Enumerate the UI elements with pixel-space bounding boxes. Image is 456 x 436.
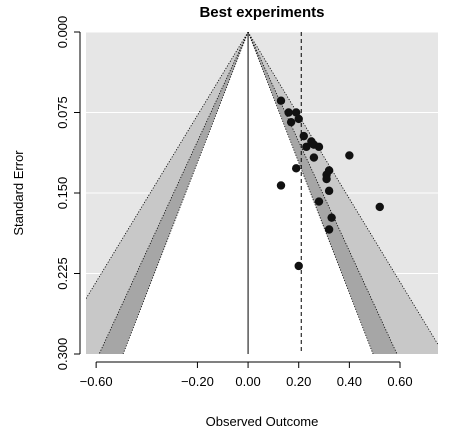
data-point — [324, 166, 334, 175]
y-tick-label-0: 0.000 — [55, 16, 70, 49]
data-point — [345, 151, 354, 160]
data-point — [375, 202, 384, 212]
x-tick-label-4: 0.40 — [337, 374, 362, 389]
data-point — [291, 164, 301, 173]
x-axis-label: Observed Outcome — [206, 414, 319, 429]
data-point — [327, 213, 336, 222]
data-point — [299, 131, 308, 141]
data-point — [302, 142, 311, 152]
funnel-edge-left-0 — [122, 32, 249, 354]
data-point — [294, 261, 303, 271]
data-point — [276, 181, 286, 190]
data-point — [286, 117, 296, 127]
funnel-edge-right-0 — [247, 32, 374, 354]
y-tick-label-2: 0.150 — [55, 177, 70, 210]
funnel-edge-right-1 — [247, 32, 398, 354]
data-point — [291, 108, 301, 117]
data-points — [276, 96, 384, 271]
y-tick-label-3: 0.225 — [55, 257, 70, 290]
data-point — [276, 96, 286, 105]
x-axis: −0.60 −0.20 0.00 0.20 0.40 0.60 — [80, 361, 413, 389]
y-tick-label-4: 0.300 — [55, 338, 70, 371]
data-point — [309, 153, 319, 162]
data-point — [324, 186, 334, 196]
data-point — [314, 197, 324, 206]
y-axis-label: Standard Error — [11, 150, 26, 236]
data-point — [284, 108, 293, 117]
plot-area — [86, 32, 438, 354]
y-axis: 0.000 0.075 0.150 0.225 0.300 — [55, 16, 81, 371]
x-tick-label-0: −0.60 — [80, 374, 113, 389]
x-tick-label-5: 0.60 — [387, 374, 412, 389]
x-tick-label-2: 0.00 — [235, 374, 260, 389]
data-point — [314, 142, 324, 152]
funnel-edge-left-1 — [98, 32, 249, 354]
chart-title: Best experiments — [199, 4, 324, 21]
data-point — [322, 174, 331, 184]
data-point — [324, 225, 334, 234]
data-point — [294, 114, 303, 124]
funnel-edges — [86, 32, 438, 354]
x-tick-label-3: 0.20 — [286, 374, 311, 389]
x-tick-label-1: −0.20 — [181, 374, 214, 389]
y-tick-label-1: 0.075 — [55, 96, 70, 129]
